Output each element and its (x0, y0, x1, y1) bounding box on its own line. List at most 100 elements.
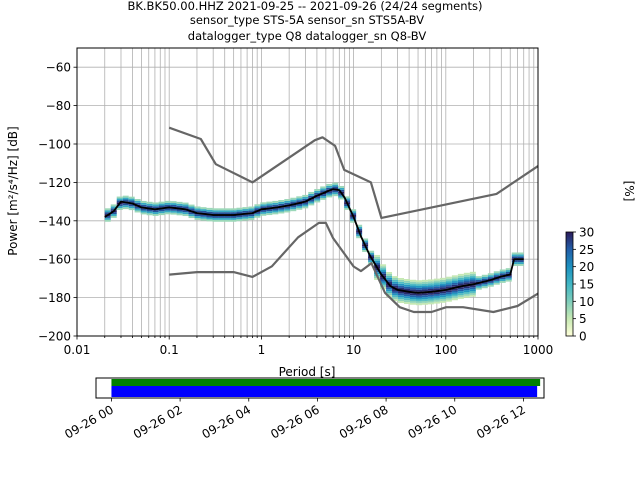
histogram-cell (140, 202, 147, 205)
histogram-cell (242, 214, 249, 217)
histogram-cell (451, 292, 458, 295)
histogram-cell (194, 214, 201, 217)
histogram-cell (439, 300, 446, 303)
histogram-cell (392, 289, 399, 292)
histogram-cell (398, 285, 405, 288)
histogram-cell (338, 187, 345, 190)
histogram-cell (386, 273, 393, 276)
histogram-cell (104, 217, 111, 220)
histogram-cell (457, 281, 464, 284)
histogram-cell (110, 208, 117, 211)
histogram-cell (284, 199, 291, 201)
histogram-cell (122, 207, 129, 210)
histogram-cell (505, 272, 512, 274)
histogram-cell (380, 271, 387, 274)
histogram-cell (254, 211, 261, 214)
histogram-cell (314, 196, 321, 199)
histogram-cell (362, 250, 369, 252)
histogram-cell (266, 211, 273, 214)
histogram-cell (493, 273, 500, 276)
histogram-cell (469, 294, 476, 297)
histogram-cell (445, 286, 452, 289)
histogram-cell (188, 208, 195, 211)
histogram-cell (272, 202, 279, 205)
histogram-cell (290, 201, 297, 204)
histogram-cell (134, 202, 141, 205)
noise-model-lines (104, 126, 539, 314)
histogram-cell (326, 193, 333, 196)
histogram-cell (362, 240, 369, 243)
histogram-cell (493, 278, 500, 281)
histogram-cell (386, 293, 393, 296)
histogram-cell (415, 284, 422, 287)
histogram-cell (439, 295, 446, 298)
histogram-cell (457, 287, 464, 290)
histogram-cell (475, 287, 482, 290)
histogram-cell (254, 213, 261, 216)
histogram-cell (278, 203, 285, 206)
histogram-cell (296, 204, 303, 206)
histogram-cell (308, 201, 315, 204)
histogram-cell (499, 269, 506, 272)
histogram-cell (493, 282, 500, 285)
histogram-cell (404, 288, 410, 291)
histogram-cell (439, 279, 446, 282)
histogram-cell (266, 209, 273, 212)
histogram-cell (200, 218, 207, 221)
histogram-cell (164, 202, 171, 205)
colorbar-tick-label: 30 (579, 226, 594, 240)
histogram-cell (463, 291, 470, 294)
histogram-cell (140, 200, 147, 203)
histogram-cell (481, 286, 488, 289)
histogram-cell (386, 287, 393, 290)
histogram-cell (505, 279, 512, 282)
processed-segments-bar (111, 386, 538, 397)
histogram-cell (248, 206, 255, 209)
histogram-cell (475, 278, 482, 281)
histogram-cell (469, 281, 476, 284)
histogram-cell (409, 283, 416, 286)
histogram-cell (392, 283, 399, 286)
histogram-cell (344, 198, 351, 201)
histogram-cell (128, 198, 135, 201)
histogram-cell (338, 197, 345, 200)
histogram-cell (380, 279, 387, 282)
histogram-cell (415, 301, 422, 304)
histogram-cell (505, 268, 512, 271)
histogram-cell (517, 262, 524, 264)
plot-area-frame (76, 47, 539, 337)
histogram-cell (439, 277, 446, 280)
histogram-cell (128, 206, 135, 209)
histogram-cell (284, 206, 291, 209)
histogram-cell (140, 204, 147, 207)
histogram-cell (242, 218, 249, 221)
histogram-cell (457, 273, 464, 276)
histogram-cell (517, 256, 524, 259)
histogram-cell (499, 280, 506, 283)
histogram-cell (350, 209, 357, 212)
time-tick-label: 09-26 04 (200, 402, 254, 441)
histogram-cell (224, 216, 231, 218)
histogram-cell (350, 211, 357, 214)
histogram-cell (415, 297, 422, 300)
histogram-cell (421, 283, 428, 286)
histogram-cell (380, 281, 387, 284)
histogram-cell (517, 260, 524, 263)
histogram-cell (308, 199, 315, 202)
histogram-cell (469, 277, 476, 280)
histogram-cell (260, 213, 267, 216)
colorbar-tick-label: 15 (579, 278, 594, 292)
histogram-cell (421, 295, 428, 298)
histogram-cell (176, 211, 183, 214)
histogram-cell (230, 216, 237, 218)
histogram-cell (134, 199, 141, 201)
histogram-cell (152, 213, 159, 216)
histogram-cell (392, 293, 399, 296)
histogram-cell (170, 201, 177, 204)
histogram-cell (200, 209, 207, 212)
histogram-cell (386, 285, 393, 288)
histogram-cell (427, 289, 434, 291)
histogram-cell (266, 203, 273, 206)
histogram-cell (290, 205, 297, 208)
